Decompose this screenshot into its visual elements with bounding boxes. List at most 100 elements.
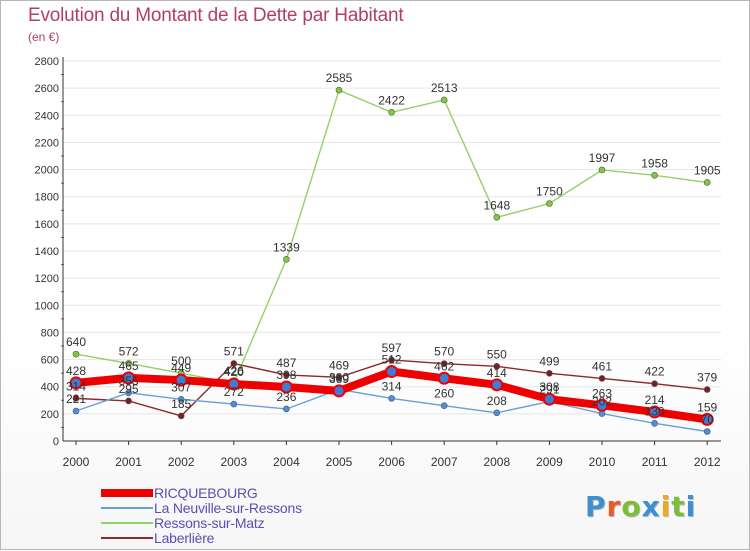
- y-tick-label: 2600: [35, 83, 59, 95]
- data-point: [703, 428, 711, 435]
- data-label: 500: [171, 354, 191, 368]
- data-label: 70: [701, 413, 715, 427]
- data-point: [279, 380, 293, 394]
- data-label: 469: [329, 358, 349, 372]
- data-label: 1750: [536, 185, 563, 199]
- data-point: [598, 166, 606, 174]
- data-point: [651, 380, 658, 388]
- data-point: [703, 179, 711, 186]
- y-tick-label: 200: [41, 409, 59, 421]
- y-tick-label: 2400: [35, 110, 59, 122]
- data-label: 314: [66, 379, 86, 393]
- data-label: 422: [645, 365, 665, 379]
- legend-label: RICQUEBOURG: [154, 485, 258, 501]
- x-tick-label: 2009: [536, 455, 563, 469]
- data-label: 572: [119, 344, 139, 358]
- data-label: 214: [645, 393, 665, 407]
- data-point: [335, 86, 343, 94]
- x-tick-label: 2006: [378, 455, 405, 469]
- data-label: 159: [697, 400, 717, 414]
- data-label: 2422: [378, 93, 405, 107]
- data-point: [283, 371, 290, 379]
- data-label: 380: [329, 370, 349, 384]
- data-label: 208: [487, 394, 507, 408]
- data-point: [332, 384, 346, 398]
- data-point: [125, 389, 132, 397]
- data-point: [440, 360, 448, 367]
- data-label: 260: [434, 387, 454, 401]
- data-point: [125, 360, 132, 367]
- x-tick-label: 2007: [431, 455, 458, 469]
- data-point: [335, 374, 343, 381]
- data-point: [440, 402, 448, 410]
- x-tick-label: 2010: [589, 455, 616, 469]
- data-label: 428: [66, 364, 86, 378]
- data-label: 291: [539, 383, 559, 397]
- y-tick-label: 400: [41, 382, 59, 394]
- data-point: [385, 365, 399, 379]
- y-tick-label: 1000: [35, 300, 59, 312]
- logo-letter: o: [621, 490, 642, 523]
- data-label: 379: [697, 371, 717, 385]
- data-label: 462: [434, 359, 454, 373]
- legend-swatch: [101, 507, 153, 509]
- data-point: [598, 375, 606, 382]
- data-point: [493, 409, 501, 417]
- logo-letter: r: [606, 490, 622, 523]
- data-label: 295: [119, 382, 139, 396]
- logo-letter: x: [641, 490, 661, 523]
- legend-swatch: [101, 489, 153, 497]
- x-tick-label: 2008: [483, 455, 510, 469]
- data-label: 449: [171, 361, 191, 375]
- x-tick-label: 2002: [168, 455, 195, 469]
- legend-label: Laberlière: [154, 530, 215, 546]
- data-label: 2585: [326, 71, 353, 85]
- data-point: [542, 392, 556, 406]
- data-point: [651, 171, 658, 179]
- logo-letter: P: [585, 490, 607, 523]
- data-point: [388, 395, 395, 402]
- data-point: [493, 214, 501, 221]
- data-label: 2513: [431, 81, 458, 95]
- data-point: [125, 397, 132, 405]
- y-tick-label: 1800: [35, 192, 59, 204]
- y-tick-label: 2200: [35, 137, 59, 149]
- data-label: 272: [224, 385, 244, 399]
- data-label: 426: [224, 364, 244, 378]
- data-label: 308: [539, 380, 559, 394]
- data-label: 221: [66, 392, 86, 406]
- data-point: [69, 376, 83, 390]
- data-point: [595, 398, 609, 412]
- data-label: 202: [592, 395, 612, 409]
- data-label: 1997: [589, 151, 616, 165]
- data-label: 570: [434, 345, 454, 359]
- y-tick-label: 2800: [35, 56, 59, 68]
- legend-swatch: [101, 537, 153, 539]
- y-tick-label: 1200: [35, 273, 59, 285]
- legend-swatch: [101, 522, 153, 524]
- data-label: 314: [382, 379, 402, 393]
- x-tick-label: 2001: [115, 455, 142, 469]
- data-label: 1958: [641, 156, 668, 170]
- y-tick-label: 600: [41, 355, 59, 367]
- y-tick-label: 1400: [35, 246, 59, 258]
- data-point: [230, 400, 238, 408]
- data-label: 461: [592, 359, 612, 373]
- x-tick-label: 2003: [220, 455, 247, 469]
- legend-label: Ressons-sur-Matz: [154, 515, 265, 531]
- data-point: [440, 96, 448, 104]
- data-label: 420: [224, 365, 244, 379]
- legend-label: La Neuville-sur-Ressons: [154, 500, 302, 516]
- chart-title: Evolution du Montant de la Dette par Hab…: [28, 5, 404, 26]
- data-point: [388, 356, 395, 364]
- data-label: 1339: [273, 240, 300, 254]
- data-label: 369: [329, 372, 349, 386]
- chart-subtitle: (en €): [28, 30, 60, 44]
- data-label: 499: [539, 354, 559, 368]
- data-point: [493, 363, 501, 370]
- data-point: [546, 200, 553, 207]
- data-label: 1905: [694, 163, 721, 177]
- data-point: [283, 405, 290, 413]
